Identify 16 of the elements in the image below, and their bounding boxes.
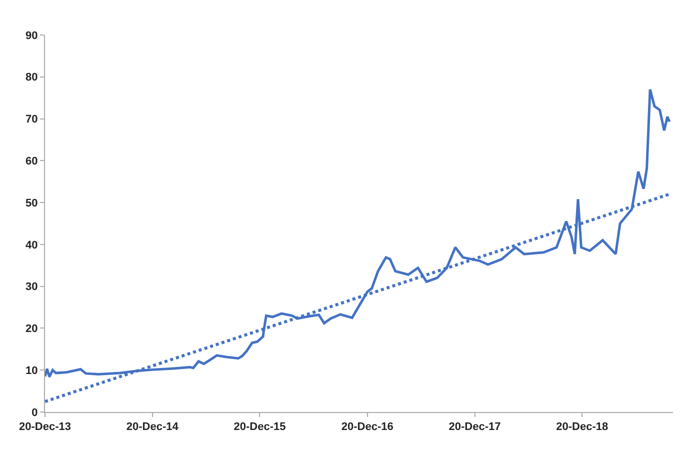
y-tick-label: 30: [26, 281, 38, 294]
y-tick-label: 80: [26, 72, 38, 84]
y-tick-label: 40: [26, 239, 38, 252]
x-tick-label: 20-Dec-16: [341, 421, 394, 434]
x-tick-label: 20-Dec-14: [126, 421, 180, 434]
y-tick-label: 90: [26, 30, 38, 42]
y-tick-label: 0: [32, 406, 38, 419]
y-tick-label: 10: [26, 364, 38, 377]
x-tick-label: 20-Dec-15: [234, 421, 286, 434]
y-tick-label: 70: [26, 114, 38, 126]
y-tick-label: 20: [26, 323, 38, 336]
x-tick-label: 20-Dec-17: [448, 421, 501, 434]
x-tick-label: 20-Dec-18: [556, 421, 608, 434]
y-tick-label: 50: [26, 197, 38, 210]
x-tick-label: 20-Dec-13: [19, 421, 71, 434]
y-tick-label: 60: [26, 156, 38, 168]
